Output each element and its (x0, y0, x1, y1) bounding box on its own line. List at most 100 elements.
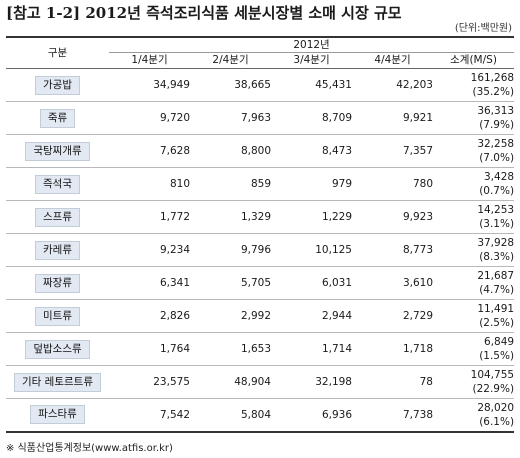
row-category-cell: 짜장류 (6, 267, 109, 300)
quarter-value-cell: 23,575 (153, 376, 190, 388)
table-row: 파스타류 7,542 5,804 6,936 7,738 28,020 (6.1%) (6, 399, 515, 432)
total-cell: 161,268 (35.2%) (433, 69, 514, 102)
quarter-value-cell: 9,234 (159, 244, 190, 256)
quarter-value-cell: 1,772 (159, 211, 190, 223)
row-category-label: 미트류 (35, 306, 80, 326)
table-row: 스프류 1,772 1,329 1,229 9,923 14,253 (3.1%) (6, 201, 515, 234)
quarter-value-cell: 5,804 (240, 408, 271, 421)
market-size-table: 구분 2012년 1/4분기 2/4분기 3/4분기 4/4분기 소계(M/S)… (6, 36, 515, 433)
quarter-value-cell: 859 (250, 178, 271, 190)
quarter-value-cell: 48,904 (234, 376, 271, 388)
row-category-cell: 기타 레토르트류 (6, 366, 109, 399)
quarter-value-cell: 1,718 (402, 343, 433, 355)
quarter-value-cell: 1,329 (240, 211, 271, 223)
total-cell: 3,428 (0.7%) (433, 168, 514, 201)
header-row-year: 구분 2012년 (6, 37, 515, 59)
row-category-cell: 가공밥 (6, 69, 109, 102)
quarter-value-cell: 2,944 (321, 310, 352, 322)
market-share-value: (22.9%) (472, 383, 515, 395)
total-cell: 21,687 (4.7%) (433, 267, 514, 300)
quarter-value-cell: 1,764 (159, 343, 190, 355)
row-category-cell: 카레류 (6, 234, 109, 267)
quarter-value-cell: 6,031 (321, 277, 352, 289)
total-value: 6,849 (484, 336, 515, 348)
quarter-value-cell: 979 (331, 178, 352, 190)
row-category-label: 국탕찌개류 (25, 141, 90, 161)
quarter-value-cell: 7,542 (159, 408, 190, 421)
total-cell: 28,020 (6.1%) (433, 399, 514, 432)
quarter-value-cell: 6,341 (159, 277, 190, 289)
row-category-label: 가공밥 (35, 75, 80, 95)
table-row: 가공밥 34,949 38,665 45,431 42,203 161,268 (35.2%… (6, 69, 515, 102)
total-cell: 14,253 (3.1%) (433, 201, 514, 234)
total-value: 104,755 (470, 369, 515, 381)
total-cell: 36,313 (7.9%) (433, 102, 514, 135)
document-title: [참고 1-2] 2012년 즉석조리식품 세분시장별 소매 시장 규모 (6, 4, 402, 22)
row-category-label: 즉석국 (35, 174, 80, 194)
row-category-label: 기타 레토르트류 (14, 372, 101, 392)
quarter-value-cell: 7,738 (402, 408, 433, 421)
total-value: 3,428 (484, 171, 515, 183)
market-share-value: (4.7%) (479, 284, 515, 296)
quarter-value-cell: 1,714 (321, 343, 352, 355)
quarter-value-cell: 9,720 (159, 112, 190, 124)
row-category-cell: 국탕찌개류 (6, 135, 109, 168)
quarter-value-cell: 5,705 (240, 277, 271, 289)
table-row: 짜장류 6,341 5,705 6,031 3,610 21,687 (4.7%) (6, 267, 515, 300)
table-row: 기타 레토르트류 23,575 48,904 32,198 78 104,755 (22.9… (6, 366, 515, 399)
market-share-value: (2.5%) (479, 317, 515, 329)
quarter-value-cell: 2,826 (159, 310, 190, 322)
market-share-value: (1.5%) (479, 350, 515, 362)
unit-label: (단위:백만원) (454, 23, 512, 34)
market-share-value: (8.3%) (479, 251, 515, 263)
row-category-cell: 즉석국 (6, 168, 109, 201)
quarter-value-cell: 45,431 (315, 79, 352, 91)
header-quarter: 1/4분기 (131, 54, 168, 66)
quarter-value-cell: 32,198 (315, 376, 352, 388)
row-category-label: 짜장류 (35, 273, 80, 293)
quarter-value-cell: 2,729 (402, 310, 433, 322)
quarter-value-cell: 9,923 (402, 211, 433, 223)
market-share-value: (0.7%) (479, 185, 515, 197)
quarter-value-cell: 8,773 (402, 244, 433, 256)
header-total: 소계(M/S) (450, 54, 497, 66)
row-category-cell: 덮밥소스류 (6, 333, 109, 366)
row-category-label: 카레류 (35, 240, 80, 260)
total-value: 11,491 (477, 303, 515, 315)
quarter-value-cell: 8,473 (321, 145, 352, 157)
quarter-value-cell: 7,357 (402, 145, 433, 157)
table-row: 미트류 2,826 2,992 2,944 2,729 11,491 (2.5%) (6, 300, 515, 333)
quarter-value-cell: 1,653 (240, 343, 271, 355)
quarter-value-cell: 34,949 (153, 79, 190, 91)
market-share-value: (3.1%) (479, 218, 515, 230)
quarter-value-cell: 3,610 (402, 277, 433, 289)
total-value: 161,268 (470, 72, 515, 84)
market-share-value: (6.1%) (479, 415, 515, 428)
row-category-cell: 미트류 (6, 300, 109, 333)
quarter-value-cell: 2,992 (240, 310, 271, 322)
total-cell: 37,928 (8.3%) (433, 234, 514, 267)
row-category-label: 죽류 (39, 108, 76, 128)
total-value: 32,258 (477, 138, 515, 150)
quarter-value-cell: 7,963 (240, 112, 271, 124)
table-row: 국탕찌개류 7,628 8,800 8,473 7,357 32,258 (7.0%) (6, 135, 515, 168)
header-category: 구분 (47, 47, 68, 59)
quarter-value-cell: 10,125 (315, 244, 352, 256)
total-cell: 104,755 (22.9%) (433, 366, 514, 399)
quarter-value-cell: 9,796 (240, 244, 271, 256)
market-share-value: (7.0%) (479, 152, 515, 164)
header-quarter: 4/4분기 (374, 54, 411, 66)
quarter-value-cell: 78 (419, 376, 433, 388)
table-row: 죽류 9,720 7,963 8,709 9,921 36,313 (7.9%) (6, 102, 515, 135)
row-category-cell: 파스타류 (6, 399, 109, 432)
quarter-value-cell: 8,709 (321, 112, 352, 124)
row-category-label: 스프류 (35, 207, 80, 227)
row-category-label: 파스타류 (30, 405, 85, 425)
total-value: 37,928 (477, 237, 515, 249)
quarter-value-cell: 6,936 (321, 408, 352, 421)
quarter-value-cell: 780 (412, 178, 433, 190)
quarter-value-cell: 810 (169, 178, 190, 190)
table-row: 덮밥소스류 1,764 1,653 1,714 1,718 6,849 (1.5%) (6, 333, 515, 366)
total-value: 36,313 (477, 105, 515, 117)
quarter-value-cell: 7,628 (159, 145, 190, 157)
